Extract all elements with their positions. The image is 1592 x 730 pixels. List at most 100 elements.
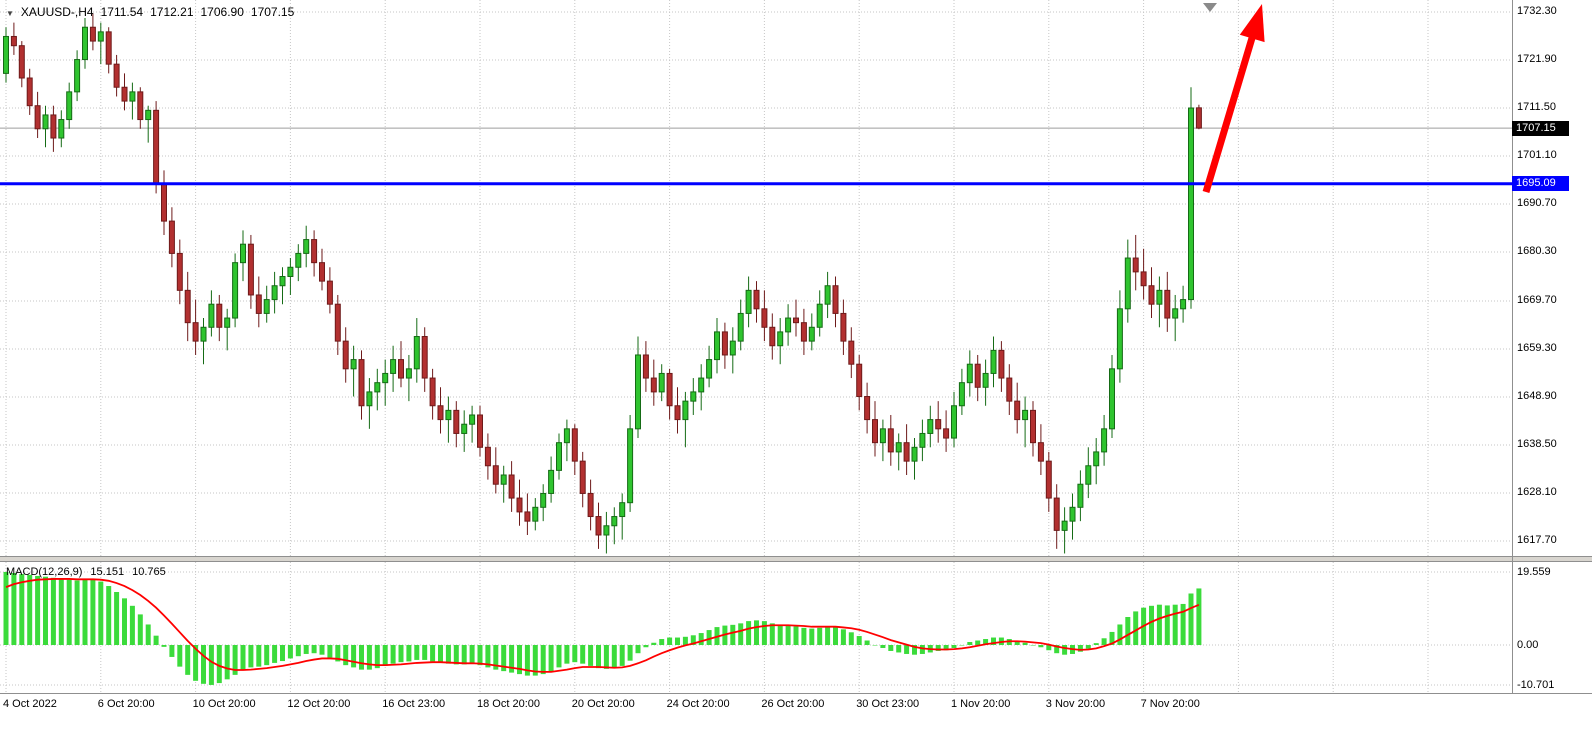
candle: [832, 276, 839, 328]
price-tick-label: 1617.70: [1517, 534, 1557, 546]
candle: [113, 54, 120, 97]
candles-layer: [3, 13, 1202, 554]
candle: [951, 391, 957, 448]
candle: [176, 239, 183, 305]
candle: [58, 110, 65, 148]
candle: [421, 327, 428, 392]
candle: [824, 271, 831, 319]
macd-signal-line: [5, 578, 1200, 673]
candle: [1124, 239, 1131, 323]
candle: [382, 359, 389, 406]
current-price-tag: 1707.15: [1512, 120, 1569, 136]
candle: [200, 318, 207, 365]
candle: [1069, 493, 1076, 540]
main-price-chart[interactable]: [0, 0, 1512, 556]
candle: [1061, 507, 1068, 554]
price-tick-label: 1628.10: [1517, 485, 1557, 498]
candle: [998, 341, 1005, 392]
candle: [935, 401, 942, 443]
macd-indicator-pane[interactable]: [0, 562, 1512, 693]
candle: [990, 336, 997, 388]
candle: [334, 294, 341, 355]
trend-arrow-object[interactable]: [1202, 4, 1265, 194]
time-tick-label: 30 Oct 23:00: [856, 698, 920, 710]
candle: [721, 322, 728, 369]
candle: [1085, 447, 1092, 499]
price-axis-border: [1512, 0, 1513, 693]
candle: [82, 18, 88, 69]
candle: [232, 253, 239, 328]
time-tick-label: 12 Oct 20:00: [287, 698, 351, 710]
candle: [808, 313, 815, 351]
candle: [508, 461, 515, 512]
candle: [429, 368, 436, 420]
candle: [484, 433, 491, 480]
candle: [1116, 290, 1123, 383]
candle: [461, 410, 468, 452]
candle: [413, 318, 420, 383]
candle: [161, 170, 167, 235]
candle: [753, 281, 760, 323]
candle: [619, 493, 626, 540]
pane-splitter[interactable]: [0, 556, 1592, 562]
candle: [1140, 248, 1147, 300]
time-tick-label: 1 Nov 20:00: [951, 698, 1011, 710]
candle: [445, 396, 452, 443]
candle: [563, 419, 570, 462]
price-tick-label: 1711.50: [1517, 101, 1556, 113]
candle: [642, 341, 649, 392]
candle: [548, 456, 555, 503]
candle: [153, 101, 160, 194]
candle: [579, 451, 586, 508]
candle: [903, 424, 910, 475]
time-tick-label: 18 Oct 20:00: [477, 698, 540, 710]
candle: [595, 502, 602, 549]
symbol-period-label: XAUUSD-,H4: [20, 5, 94, 19]
time-axis[interactable]: 4 Oct 2022 6 Oct 20:00 10 Oct 20:00 12 Oct …: [0, 694, 1592, 730]
candle: [492, 447, 499, 494]
candle: [603, 511, 610, 554]
candle: [74, 50, 81, 102]
candle: [358, 350, 365, 420]
candle: [137, 87, 144, 129]
macd-tick-label: 0.00: [1517, 639, 1539, 651]
candle: [247, 234, 254, 309]
candle: [374, 368, 381, 411]
candle: [405, 354, 412, 402]
candle: [911, 438, 918, 480]
time-tick-label: 16 Oct 23:00: [382, 698, 446, 710]
macd-main-value: 15.151: [90, 566, 125, 578]
candle: [556, 433, 562, 480]
candle: [1180, 285, 1187, 323]
grid-lines: [0, 0, 1512, 556]
candle: [121, 73, 128, 111]
candle: [516, 479, 523, 526]
ohlc-high: 1712.21: [150, 5, 194, 19]
candle: [1006, 364, 1013, 415]
candle: [97, 22, 104, 65]
time-tick-label: 7 Nov 20:00: [1140, 698, 1200, 710]
macd-axis[interactable]: 19.559 0.00 -10.701: [1513, 562, 1592, 693]
candle: [635, 336, 641, 439]
candle: [1148, 267, 1155, 319]
candle: [287, 258, 294, 295]
candle: [785, 304, 792, 346]
candle: [366, 378, 373, 429]
candle: [777, 318, 784, 365]
ohlc-open: 1711.54: [100, 5, 144, 19]
macd-tick-label: 19.559: [1517, 566, 1551, 578]
candle: [816, 290, 823, 337]
price-axis[interactable]: 1732.30 1721.90 1711.50 1701.10 1690.70 1680.…: [1513, 0, 1592, 556]
candle: [342, 327, 349, 383]
candle: [350, 345, 357, 397]
candle: [453, 401, 460, 448]
candle: [1156, 276, 1163, 328]
candle: [184, 271, 191, 342]
candle: [303, 225, 310, 268]
candle: [192, 299, 199, 355]
candle: [398, 341, 404, 388]
candle: [658, 364, 665, 402]
candle: [1077, 470, 1084, 522]
candle: [674, 387, 681, 434]
candle: [769, 313, 776, 360]
